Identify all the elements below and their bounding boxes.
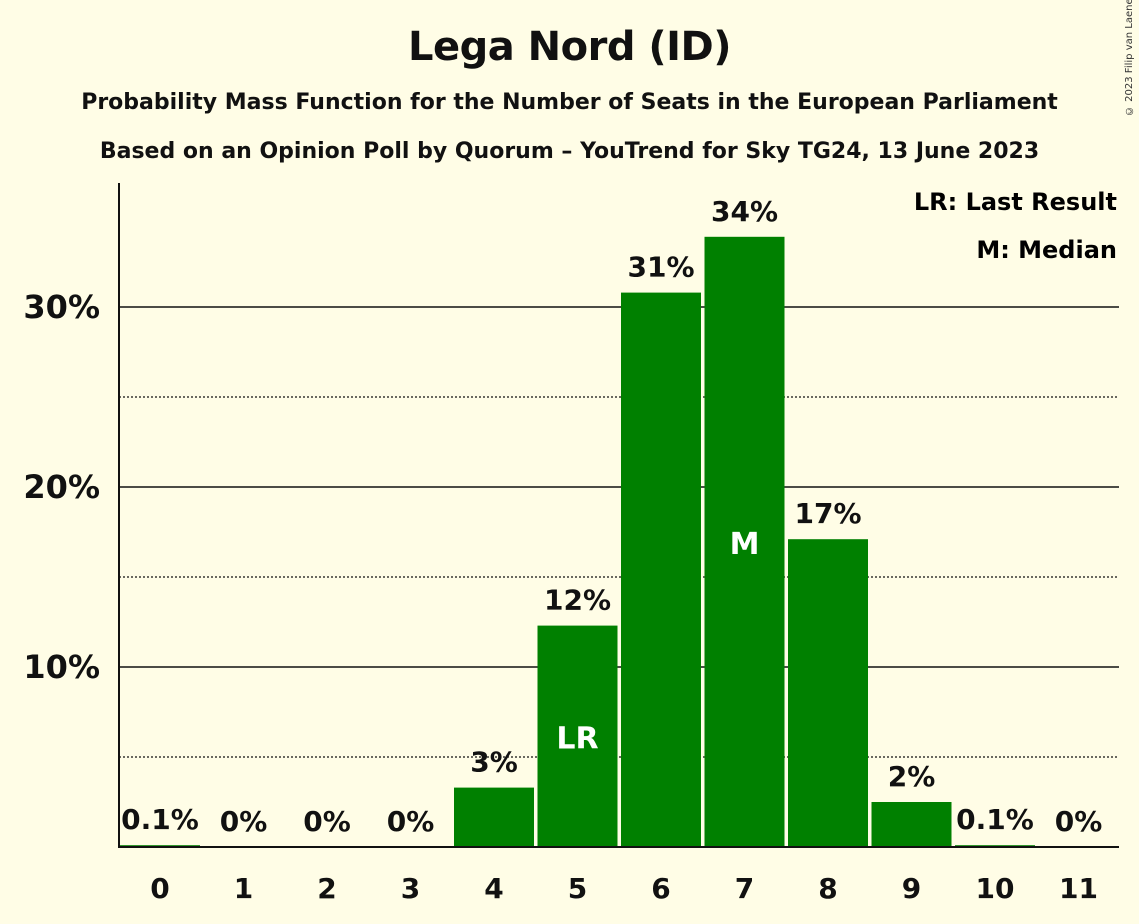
x-tick-label: 8 bbox=[818, 872, 837, 905]
data-label-11: 0% bbox=[1055, 805, 1103, 838]
x-tick-label: 0 bbox=[150, 872, 169, 905]
legend-last-result: LR: Last Result bbox=[914, 188, 1117, 216]
bar-marker-lr: LR bbox=[556, 721, 598, 756]
bar-4 bbox=[454, 787, 534, 847]
x-tick-label: 10 bbox=[976, 872, 1015, 905]
bar-6 bbox=[621, 292, 701, 848]
x-tick-label: 3 bbox=[401, 872, 420, 905]
gridlines bbox=[119, 306, 1119, 758]
legend: LR: Last Result M: Median bbox=[914, 188, 1117, 264]
chart-subtitle: Probability Mass Function for the Number… bbox=[81, 90, 1058, 115]
x-tick-label: 2 bbox=[317, 872, 336, 905]
axes: 0 1 2 3 4 5 6 7 8 9 10 11 10% 20% 30% bbox=[23, 183, 1119, 905]
bar-7 bbox=[704, 236, 785, 848]
data-label-8: 17% bbox=[794, 497, 861, 530]
y-tick-label: 10% bbox=[23, 648, 100, 686]
x-tick-label: 5 bbox=[568, 872, 587, 905]
bar-marker-m: M bbox=[730, 527, 760, 562]
data-label-4: 3% bbox=[470, 746, 518, 779]
x-tick-label: 1 bbox=[234, 872, 253, 905]
legend-median: M: Median bbox=[976, 236, 1117, 264]
x-tick-label: 11 bbox=[1059, 872, 1098, 905]
chart-title: Lega Nord (ID) bbox=[407, 24, 732, 70]
chart-source: Based on an Opinion Poll by Quorum – You… bbox=[99, 139, 1040, 164]
data-label-5: 12% bbox=[544, 584, 611, 617]
data-label-2: 0% bbox=[303, 805, 351, 838]
data-label-3: 0% bbox=[387, 805, 435, 838]
data-labels: 0.1% 0% 0% 0% 3% 12% LR 31% 34% M 17% 2% 0.1% 0% bbox=[121, 195, 1102, 838]
x-tick-label: 6 bbox=[651, 872, 670, 905]
bars bbox=[120, 236, 1035, 848]
data-label-1: 0% bbox=[220, 805, 268, 838]
bar-9 bbox=[871, 802, 952, 847]
data-label-6: 31% bbox=[627, 251, 694, 284]
x-tick-label: 9 bbox=[902, 872, 921, 905]
y-tick-label: 30% bbox=[23, 288, 100, 326]
y-tick-label: 20% bbox=[23, 468, 100, 506]
x-tick-label: 4 bbox=[484, 872, 503, 905]
data-label-9: 2% bbox=[888, 760, 936, 793]
x-tick-label: 7 bbox=[735, 872, 754, 905]
data-label-10: 0.1% bbox=[956, 803, 1034, 836]
data-label-7: 34% bbox=[711, 195, 778, 228]
bar-8 bbox=[788, 539, 868, 847]
data-label-0: 0.1% bbox=[121, 803, 199, 836]
bar-5 bbox=[537, 625, 618, 847]
